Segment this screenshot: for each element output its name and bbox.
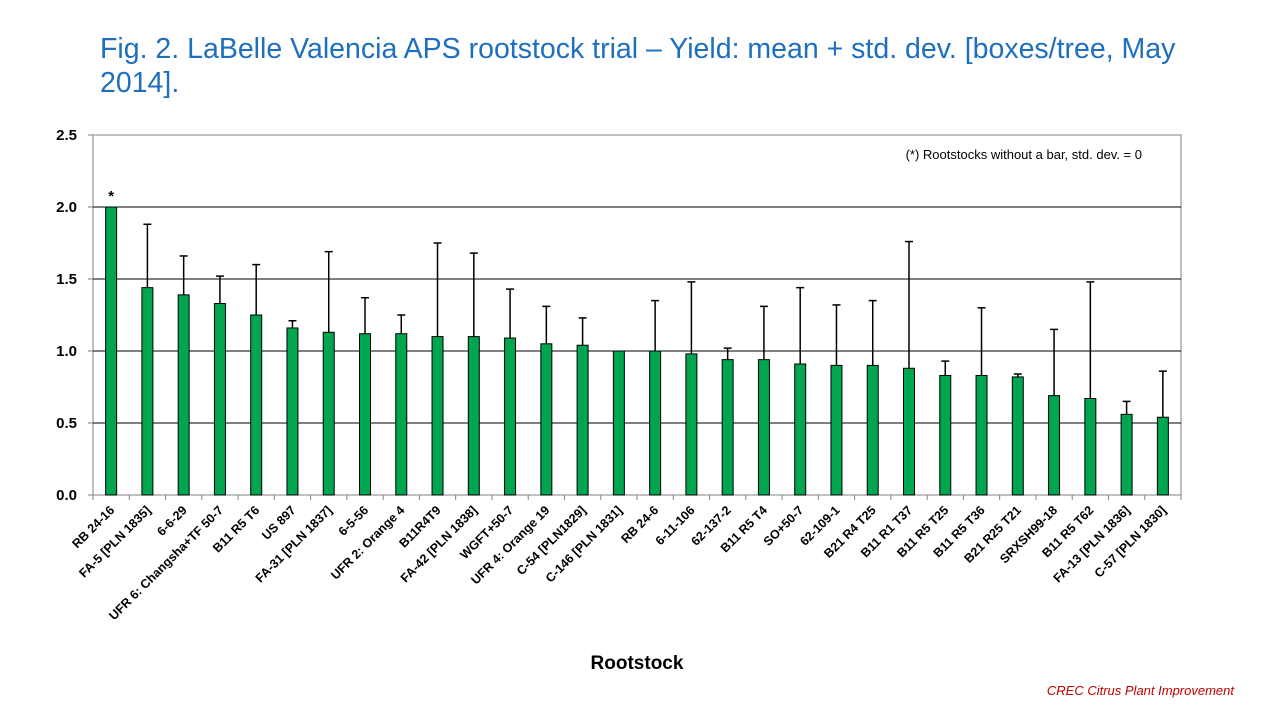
- bar: [286, 327, 299, 496]
- bars: [105, 206, 1169, 496]
- bar: [395, 333, 408, 496]
- x-tick-label: 6-6-29: [154, 503, 189, 538]
- plot-area: [92, 134, 1182, 496]
- slide-title: Fig. 2. LaBelle Valencia APS rootstock t…: [100, 33, 1176, 99]
- bar: [141, 287, 154, 496]
- bar: [975, 374, 988, 496]
- bar: [757, 359, 770, 496]
- bar: [467, 336, 480, 496]
- y-tick-label: 1.0: [56, 343, 77, 360]
- bar: [721, 359, 734, 496]
- y-axis-ticks: 0.0 0.5 1.0 1.5 2.0 2.5: [56, 127, 93, 504]
- bar: [1120, 413, 1133, 496]
- bar: [794, 363, 807, 496]
- bar: [866, 364, 879, 496]
- bar: [1011, 376, 1024, 496]
- footer-credit: CREC Citrus Plant Improvement: [1046, 683, 1234, 698]
- bar: [213, 302, 226, 496]
- bar: [105, 206, 118, 496]
- error-bars: *: [108, 188, 1167, 418]
- bar: [540, 343, 553, 496]
- bar: [504, 337, 517, 496]
- bar: [830, 364, 843, 496]
- bar: [939, 374, 952, 496]
- x-axis-label: Rootstock: [591, 653, 684, 674]
- bar: [1084, 398, 1097, 496]
- bar: [431, 336, 444, 496]
- bar: [649, 350, 662, 496]
- x-tick-label: 6-5-56: [336, 503, 371, 538]
- bar: [903, 367, 915, 496]
- bar: [1048, 395, 1061, 496]
- bar: [250, 314, 263, 496]
- bar: [576, 344, 589, 496]
- y-tick-label: 2.0: [56, 199, 77, 216]
- y-tick-label: 0.0: [56, 487, 77, 504]
- y-tick-label: 0.5: [56, 415, 77, 432]
- bar: [685, 353, 698, 496]
- chart-note: (*) Rootstocks without a bar, std. dev. …: [906, 147, 1142, 162]
- star-marker: *: [108, 188, 114, 205]
- y-tick-label: 2.5: [56, 127, 77, 144]
- bar: [612, 350, 625, 496]
- bar: [1156, 416, 1169, 496]
- bar: [359, 333, 371, 496]
- bar: [322, 331, 335, 496]
- gridlines: [93, 206, 1181, 424]
- bar: [177, 294, 190, 496]
- y-tick-label: 1.5: [56, 271, 77, 288]
